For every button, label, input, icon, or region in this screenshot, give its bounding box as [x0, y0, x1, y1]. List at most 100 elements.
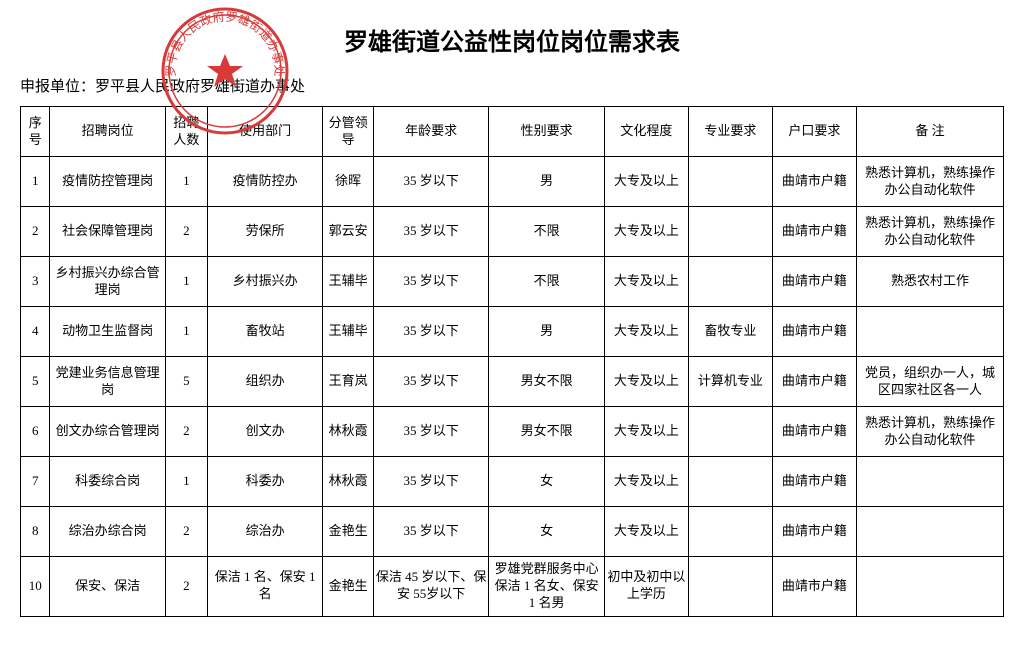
- cell-major: 畜牧专业: [688, 307, 772, 357]
- cell-leader: 徐晖: [323, 157, 373, 207]
- cell-edu: 大专及以上: [604, 307, 688, 357]
- cell-count: 1: [165, 157, 207, 207]
- cell-age: 35 岁以下: [373, 457, 489, 507]
- cell-hukou: 曲靖市户籍: [772, 157, 856, 207]
- cell-major: [688, 457, 772, 507]
- cell-seq: 4: [21, 307, 50, 357]
- cell-count: 5: [165, 357, 207, 407]
- cell-edu: 大专及以上: [604, 257, 688, 307]
- col-count: 招聘人数: [165, 107, 207, 157]
- cell-post: 创文办综合管理岗: [50, 407, 166, 457]
- cell-post: 动物卫生监督岗: [50, 307, 166, 357]
- table-row: 2社会保障管理岗2劳保所郭云安35 岁以下不限大专及以上曲靖市户籍熟悉计算机，熟…: [21, 207, 1004, 257]
- cell-hukou: 曲靖市户籍: [772, 557, 856, 617]
- table-row: 5党建业务信息管理岗5组织办王育岚35 岁以下男女不限大专及以上计算机专业曲靖市…: [21, 357, 1004, 407]
- cell-count: 2: [165, 507, 207, 557]
- cell-age: 保洁 45 岁以下、保安 55岁以下: [373, 557, 489, 617]
- cell-seq: 5: [21, 357, 50, 407]
- cell-gender: 男: [489, 307, 605, 357]
- cell-remark: [856, 457, 1003, 507]
- col-seq: 序号: [21, 107, 50, 157]
- cell-dept: 保洁 1 名、保安 1 名: [207, 557, 323, 617]
- cell-remark: [856, 507, 1003, 557]
- cell-hukou: 曲靖市户籍: [772, 407, 856, 457]
- cell-seq: 3: [21, 257, 50, 307]
- cell-edu: 大专及以上: [604, 207, 688, 257]
- cell-gender: 女: [489, 507, 605, 557]
- cell-age: 35 岁以下: [373, 407, 489, 457]
- table-row: 8综治办综合岗2综治办金艳生35 岁以下女大专及以上曲靖市户籍: [21, 507, 1004, 557]
- col-dept: 使用部门: [207, 107, 323, 157]
- cell-seq: 6: [21, 407, 50, 457]
- col-post: 招聘岗位: [50, 107, 166, 157]
- cell-major: [688, 207, 772, 257]
- cell-major: [688, 157, 772, 207]
- cell-age: 35 岁以下: [373, 307, 489, 357]
- col-remark: 备 注: [856, 107, 1003, 157]
- cell-hukou: 曲靖市户籍: [772, 357, 856, 407]
- cell-dept: 劳保所: [207, 207, 323, 257]
- table-header-row: 序号 招聘岗位 招聘人数 使用部门 分管领导 年龄要求 性别要求 文化程度 专业…: [21, 107, 1004, 157]
- table-row: 10保安、保洁2保洁 1 名、保安 1 名金艳生保洁 45 岁以下、保安 55岁…: [21, 557, 1004, 617]
- cell-hukou: 曲靖市户籍: [772, 457, 856, 507]
- cell-seq: 1: [21, 157, 50, 207]
- cell-major: [688, 507, 772, 557]
- cell-edu: 大专及以上: [604, 407, 688, 457]
- cell-post: 综治办综合岗: [50, 507, 166, 557]
- requirements-table: 序号 招聘岗位 招聘人数 使用部门 分管领导 年龄要求 性别要求 文化程度 专业…: [20, 106, 1004, 617]
- cell-leader: 金艳生: [323, 507, 373, 557]
- cell-gender: 罗雄党群服务中心保洁 1 名女、保安 1 名男: [489, 557, 605, 617]
- cell-gender: 男女不限: [489, 407, 605, 457]
- cell-count: 1: [165, 307, 207, 357]
- cell-dept: 创文办: [207, 407, 323, 457]
- cell-count: 2: [165, 407, 207, 457]
- cell-gender: 男: [489, 157, 605, 207]
- col-leader: 分管领导: [323, 107, 373, 157]
- cell-gender: 女: [489, 457, 605, 507]
- cell-major: 计算机专业: [688, 357, 772, 407]
- cell-edu: 大专及以上: [604, 457, 688, 507]
- cell-hukou: 曲靖市户籍: [772, 257, 856, 307]
- cell-count: 1: [165, 457, 207, 507]
- cell-gender: 不限: [489, 207, 605, 257]
- cell-count: 1: [165, 257, 207, 307]
- cell-remark: [856, 307, 1003, 357]
- cell-dept: 畜牧站: [207, 307, 323, 357]
- cell-post: 科委综合岗: [50, 457, 166, 507]
- cell-post: 社会保障管理岗: [50, 207, 166, 257]
- cell-post: 保安、保洁: [50, 557, 166, 617]
- page-title: 罗雄街道公益性岗位岗位需求表: [20, 22, 1004, 57]
- cell-edu: 初中及初中以上学历: [604, 557, 688, 617]
- cell-edu: 大专及以上: [604, 357, 688, 407]
- cell-age: 35 岁以下: [373, 157, 489, 207]
- cell-dept: 组织办: [207, 357, 323, 407]
- cell-major: [688, 557, 772, 617]
- cell-dept: 疫情防控办: [207, 157, 323, 207]
- cell-count: 2: [165, 207, 207, 257]
- cell-gender: 不限: [489, 257, 605, 307]
- table-row: 7科委综合岗1科委办林秋霞35 岁以下女大专及以上曲靖市户籍: [21, 457, 1004, 507]
- col-edu: 文化程度: [604, 107, 688, 157]
- cell-leader: 金艳生: [323, 557, 373, 617]
- table-row: 1疫情防控管理岗1疫情防控办徐晖35 岁以下男大专及以上曲靖市户籍熟悉计算机，熟…: [21, 157, 1004, 207]
- cell-leader: 王辅毕: [323, 257, 373, 307]
- cell-leader: 王辅毕: [323, 307, 373, 357]
- cell-gender: 男女不限: [489, 357, 605, 407]
- table-row: 6创文办综合管理岗2创文办林秋霞35 岁以下男女不限大专及以上曲靖市户籍熟悉计算…: [21, 407, 1004, 457]
- table-row: 3乡村振兴办综合管理岗1乡村振兴办王辅毕35 岁以下不限大专及以上曲靖市户籍熟悉…: [21, 257, 1004, 307]
- cell-age: 35 岁以下: [373, 507, 489, 557]
- cell-hukou: 曲靖市户籍: [772, 207, 856, 257]
- cell-remark: 熟悉计算机，熟练操作办公自动化软件: [856, 157, 1003, 207]
- cell-edu: 大专及以上: [604, 507, 688, 557]
- cell-seq: 7: [21, 457, 50, 507]
- reporting-unit: 申报单位：罗平县人民政府罗雄街道办事处: [20, 75, 1004, 96]
- cell-post: 党建业务信息管理岗: [50, 357, 166, 407]
- cell-leader: 王育岚: [323, 357, 373, 407]
- cell-leader: 郭云安: [323, 207, 373, 257]
- cell-remark: 熟悉计算机，熟练操作办公自动化软件: [856, 207, 1003, 257]
- cell-seq: 8: [21, 507, 50, 557]
- table-row: 4动物卫生监督岗1畜牧站王辅毕35 岁以下男大专及以上畜牧专业曲靖市户籍: [21, 307, 1004, 357]
- cell-hukou: 曲靖市户籍: [772, 507, 856, 557]
- cell-major: [688, 407, 772, 457]
- cell-hukou: 曲靖市户籍: [772, 307, 856, 357]
